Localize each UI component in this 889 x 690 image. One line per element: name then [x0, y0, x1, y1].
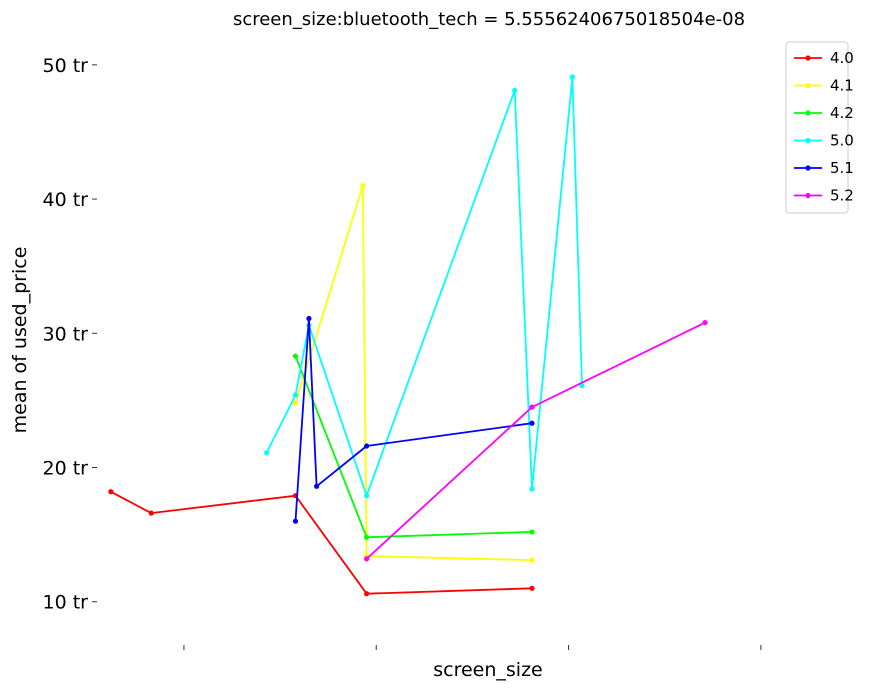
- data-point: [264, 450, 270, 456]
- data-point: [529, 585, 535, 591]
- legend-item: 4.2: [794, 104, 854, 122]
- legend-label: 5.2: [830, 187, 854, 205]
- data-point: [364, 443, 370, 449]
- y-tick-label: 40 tr: [43, 189, 89, 211]
- legend-label: 5.0: [830, 132, 854, 150]
- legend-item: 4.0: [794, 49, 854, 67]
- data-point: [292, 400, 299, 406]
- x-axis-ticks: [183, 645, 762, 650]
- data-point: [702, 319, 708, 326]
- series-4.1: [292, 183, 535, 563]
- data-point: [360, 183, 366, 189]
- series-line: [294, 355, 533, 539]
- data-point: [364, 493, 370, 499]
- series-5.2: [364, 319, 708, 562]
- y-axis-ticks: 10 tr 20 tr 30 tr 40 tr 50 tr: [43, 55, 97, 614]
- x-axis-label: screen_size: [433, 659, 543, 681]
- data-point: [529, 529, 535, 535]
- series-lines: [108, 74, 708, 597]
- series-line: [265, 76, 583, 499]
- y-tick-label: 30 tr: [43, 323, 89, 345]
- data-point: [579, 383, 585, 389]
- legend-marker: [805, 82, 811, 89]
- legend-label: 4.2: [830, 104, 854, 122]
- legend-marker: [805, 137, 811, 144]
- data-point: [529, 557, 535, 563]
- legend-item: 5.1: [794, 159, 854, 177]
- data-point: [529, 404, 535, 410]
- legend-label: 4.1: [830, 77, 854, 95]
- legend-marker: [805, 55, 811, 61]
- data-point: [108, 489, 114, 495]
- data-point: [292, 518, 299, 524]
- legend-marker: [805, 110, 811, 116]
- series-5.0: [264, 74, 585, 499]
- series-line: [110, 490, 533, 595]
- legend-item: 5.2: [794, 187, 854, 205]
- legend-label: 5.1: [830, 159, 854, 177]
- y-axis-label: mean of used_price: [9, 247, 31, 434]
- data-point: [314, 483, 320, 489]
- series-4.2: [292, 353, 535, 540]
- data-point: [569, 74, 575, 80]
- data-point: [512, 87, 518, 93]
- chart-title: screen_size:bluetooth_tech = 5.555624067…: [233, 9, 745, 30]
- data-point: [364, 534, 370, 540]
- legend-marker: [805, 192, 811, 199]
- series-5.1: [292, 315, 535, 524]
- y-tick-label: 10 tr: [43, 592, 89, 614]
- data-point: [529, 420, 535, 426]
- data-point: [364, 591, 370, 597]
- y-tick-label: 50 tr: [43, 55, 89, 77]
- legend: 4.0 4.1 4.2 5.0 5.1 5.2: [785, 41, 854, 214]
- legend-item: 4.1: [794, 77, 854, 95]
- data-point: [292, 353, 299, 359]
- data-point: [306, 315, 312, 322]
- data-point: [364, 556, 370, 562]
- series-line: [294, 185, 533, 561]
- legend-label: 4.0: [830, 49, 854, 67]
- y-tick-label: 20 tr: [43, 458, 89, 480]
- data-point: [529, 486, 535, 492]
- data-point: [148, 510, 154, 516]
- series-4.0: [108, 489, 535, 597]
- data-point: [292, 392, 299, 398]
- legend-marker: [805, 165, 811, 171]
- legend-item: 5.0: [794, 132, 854, 150]
- series-line: [294, 318, 533, 522]
